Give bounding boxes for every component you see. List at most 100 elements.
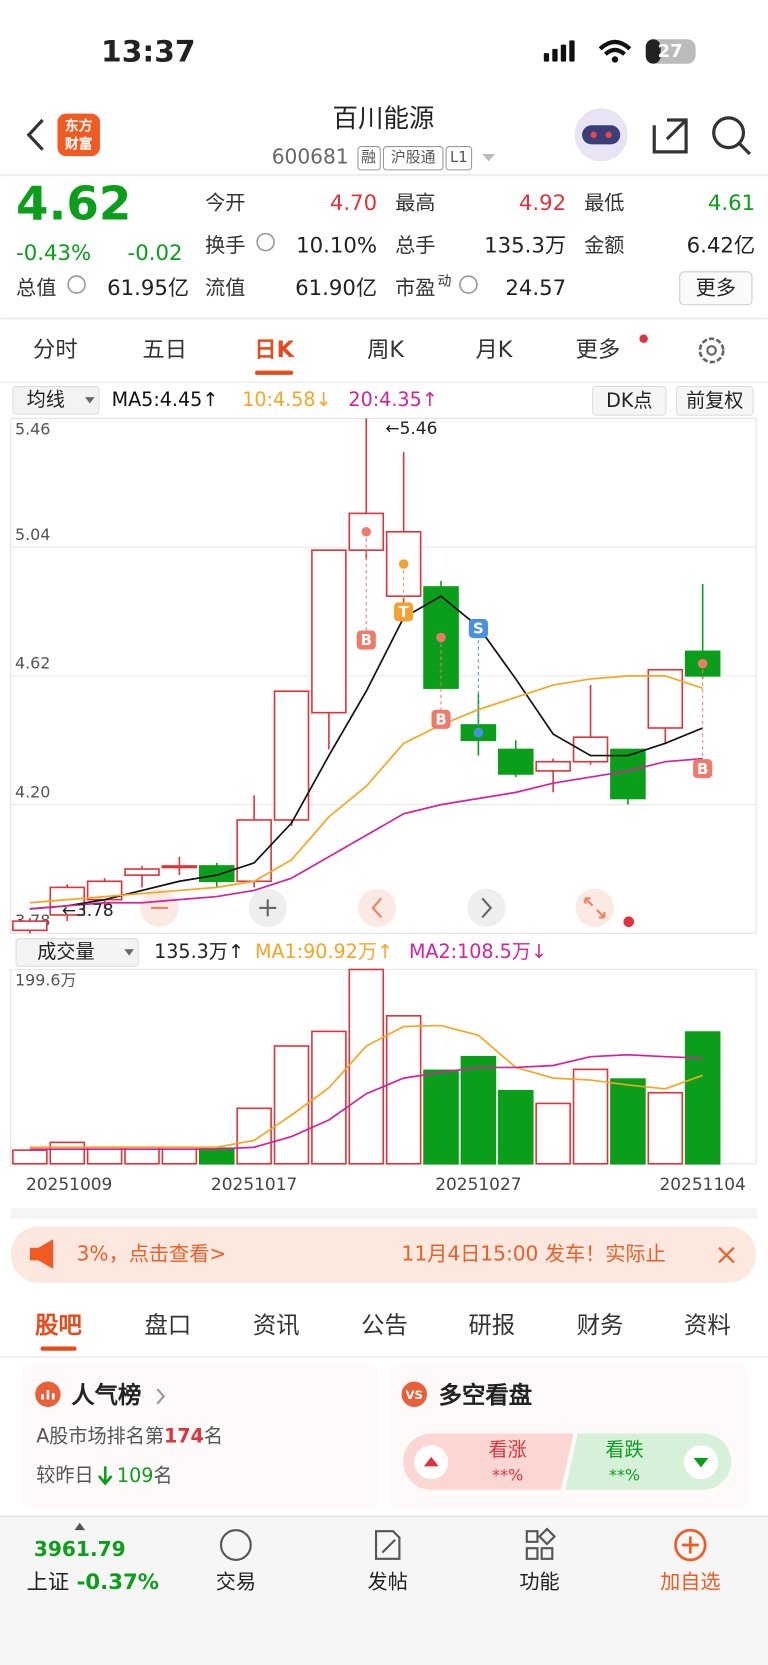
signal-label: S [473,620,484,638]
legend-entry: 20:4.35↑ [348,388,437,411]
info-icon[interactable] [67,275,86,294]
expand[interactable] [575,888,614,928]
index-change: -0.37% [77,1570,159,1595]
legend-entry: 135.3万↑ [154,940,244,963]
function-icon[interactable] [525,1527,557,1560]
dropdown-arrow[interactable] [482,153,495,162]
y-tick-label: 4.20 [15,782,50,801]
more-button[interactable] [679,271,753,306]
candle-body [535,760,571,772]
scroll-left[interactable] [357,888,397,928]
news-text: 3%，点击查看> [77,1242,227,1266]
stat-value: 4.70 [330,191,377,216]
indicator-select[interactable] [15,938,139,967]
signal-dot [398,559,409,569]
nav-label[interactable]: 功能 [519,1570,559,1594]
avatar-eye [605,131,612,139]
section-tab[interactable]: 资料 [684,1311,731,1339]
section-tab[interactable]: 研报 [468,1311,515,1339]
trade-icon[interactable] [219,1529,252,1561]
zoom-in-glyph [259,899,277,917]
section-tab[interactable]: 公告 [361,1311,408,1339]
chevron [156,1388,166,1405]
bear-button[interactable] [565,1433,732,1490]
chart-tab[interactable]: 周K [367,337,405,363]
stat-value: 6.42亿 [687,233,755,258]
section-tab[interactable]: 财务 [577,1311,624,1339]
rank: 174 [164,1424,204,1447]
chart-tab[interactable]: 月K [475,337,513,363]
volume-bar [198,1147,235,1165]
volume-bar [535,1102,571,1165]
stat-label: 金额 [584,233,624,257]
signal-dot [361,527,372,537]
close-button[interactable] [718,1246,735,1264]
rank-prefix: A股市场排名第 [36,1424,164,1447]
indicator-select[interactable] [12,385,100,415]
info-icon[interactable] [459,275,478,294]
up-glyph [423,1456,439,1467]
nav-label[interactable]: 发帖 [368,1570,408,1594]
x-tick-label: 20251017 [211,1175,297,1195]
settings-icon[interactable] [698,337,725,364]
news-banner[interactable] [10,1226,757,1283]
tag [382,146,444,171]
add-watch-icon[interactable] [674,1528,707,1562]
chart-tab[interactable]: 分时 [33,337,78,363]
down-glyph [693,1457,709,1468]
chart-button[interactable] [676,385,754,416]
change-suffix: 名 [153,1463,172,1486]
stat-label: 今开 [205,190,245,214]
nav-label[interactable]: 加自选 [660,1570,720,1594]
volume-bar [236,1107,272,1165]
chart-tab[interactable]: 日K [254,337,294,363]
popularity-card[interactable] [21,1364,380,1508]
chart-button[interactable] [592,385,667,416]
candle-body [273,690,310,821]
signal-badge [468,618,488,639]
more-text: 更多 [696,275,736,299]
section-tab[interactable]: 股吧 [35,1311,82,1339]
candle-body [12,920,48,932]
change-prefix: 较昨日 [36,1463,93,1486]
stat-value: 4.61 [708,191,755,216]
candle-body [497,748,534,775]
x-tick-label: 20251104 [659,1175,745,1195]
change-line: 109名 [117,1463,173,1486]
chart-controls [140,888,635,928]
volume-bar [311,1030,347,1165]
back-button[interactable] [26,118,44,151]
scroll-right[interactable] [467,888,506,928]
info-icon[interactable] [256,232,275,252]
chart-tab[interactable]: 更多 [576,337,621,363]
y-tick-label: 4.62 [15,654,50,673]
chart-tab[interactable]: 五日 [142,337,187,363]
y-tick-label: 199.6万 [15,971,76,990]
legend-entry: 10:4.58↓ [242,388,331,411]
clock: 13:37 [101,35,196,70]
nav-label[interactable]: 交易 [216,1570,256,1594]
bull-button[interactable] [403,1433,574,1490]
y-tick-label: 5.46 [15,420,50,439]
section-tab[interactable]: 资讯 [253,1311,300,1339]
stat-label: 流值 [205,275,245,299]
stat-value: 61.90亿 [295,276,377,301]
search-icon[interactable] [712,116,746,150]
candle-body [311,549,347,714]
change: -0.02 [128,241,183,266]
section-tab[interactable]: 盘口 [145,1311,192,1339]
avatar-face [582,125,621,145]
down-arrow [97,1466,113,1486]
stat-value: 135.3万 [484,233,566,258]
tag [357,146,381,171]
candle-body [124,868,160,876]
dropdown-arrow [124,949,134,956]
stat-label: 市盈 [395,275,435,299]
signal-badge [394,602,414,622]
share-icon[interactable] [652,118,688,154]
stat-label: 总手 [395,233,435,257]
collapse-arrow[interactable] [74,1522,86,1531]
volume-bar [385,1015,422,1165]
rank-line: A股市场排名第174名 [36,1424,223,1447]
post-icon[interactable] [374,1530,401,1560]
